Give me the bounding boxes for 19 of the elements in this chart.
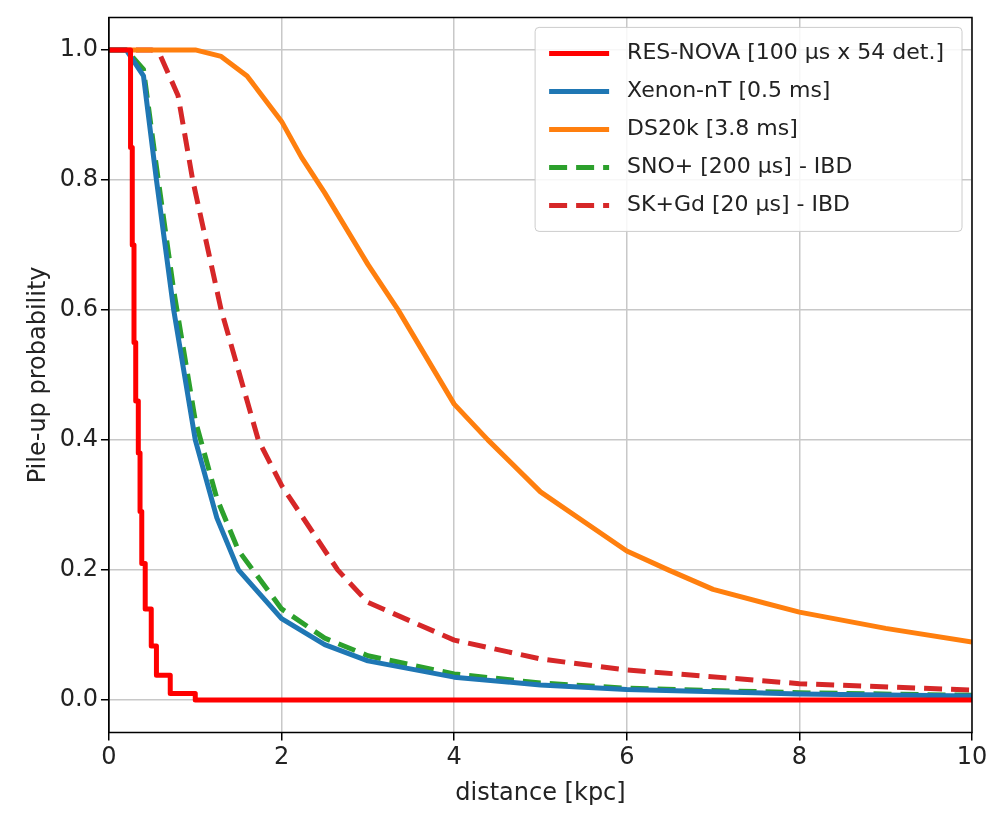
y-tick-label: 1.0 xyxy=(59,34,98,63)
legend-label: SNO+ [200 μs] - IBD xyxy=(627,153,853,179)
x-tick-label: 8 xyxy=(791,742,808,771)
legend-label: SK+Gd [20 μs] - IBD xyxy=(627,191,851,217)
x-tick-label: 4 xyxy=(446,742,462,771)
y-tick-label: 0.6 xyxy=(59,294,98,323)
y-tick-label: 0.2 xyxy=(59,554,98,583)
y-axis-title: Pile-up probability xyxy=(22,266,51,484)
legend-label: Xenon-nT [0.5 ms] xyxy=(627,77,831,103)
x-tick-label: 10 xyxy=(956,742,988,771)
x-tick-label: 6 xyxy=(619,742,635,771)
y-tick-label: 0.0 xyxy=(59,684,98,713)
x-tick-label: 0 xyxy=(101,742,117,771)
y-tick-label: 0.4 xyxy=(59,424,98,453)
legend-label: DS20k [3.8 ms] xyxy=(627,115,798,141)
legend-label: RES-NOVA [100 μs x 54 det.] xyxy=(627,39,945,65)
x-axis-title: distance [kpc] xyxy=(455,777,626,806)
x-tick-label: 2 xyxy=(273,742,290,771)
y-tick-label: 0.8 xyxy=(59,164,98,193)
